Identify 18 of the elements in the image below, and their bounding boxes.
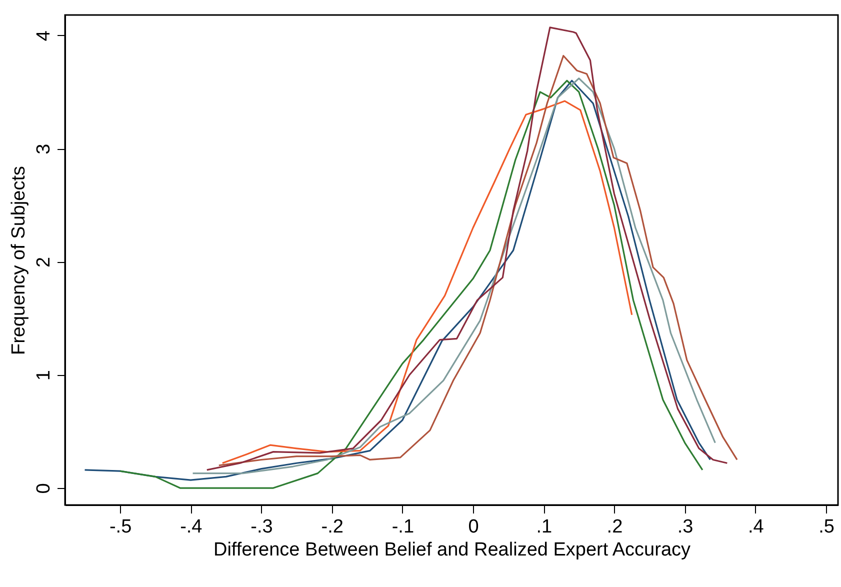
x-tick-label: -.3 <box>250 516 273 538</box>
x-tick-label: .5 <box>818 516 834 538</box>
y-tick-label: 1 <box>34 370 54 381</box>
x-tick-label: .2 <box>606 516 623 538</box>
y-tick-label: 3 <box>34 144 54 154</box>
x-tick-label: 0 <box>468 516 479 538</box>
x-tick-label: .1 <box>536 516 552 538</box>
y-tick-label: 0 <box>34 483 54 494</box>
x-tick-label: -.4 <box>180 516 203 538</box>
y-tick-label: 2 <box>34 256 54 268</box>
x-tick-label: .3 <box>677 516 694 538</box>
x-tick-label: .4 <box>748 516 764 538</box>
x-tick-label: -.5 <box>109 516 132 538</box>
x-tick-label: -.1 <box>392 516 414 538</box>
x-axis-title: Difference Between Belief and Realized Expert Accuracy <box>213 540 692 560</box>
y-axis-title: Frequency of Subjects <box>8 166 30 356</box>
y-tick-label: 4 <box>34 30 54 42</box>
x-tick-label: -.2 <box>321 516 344 538</box>
